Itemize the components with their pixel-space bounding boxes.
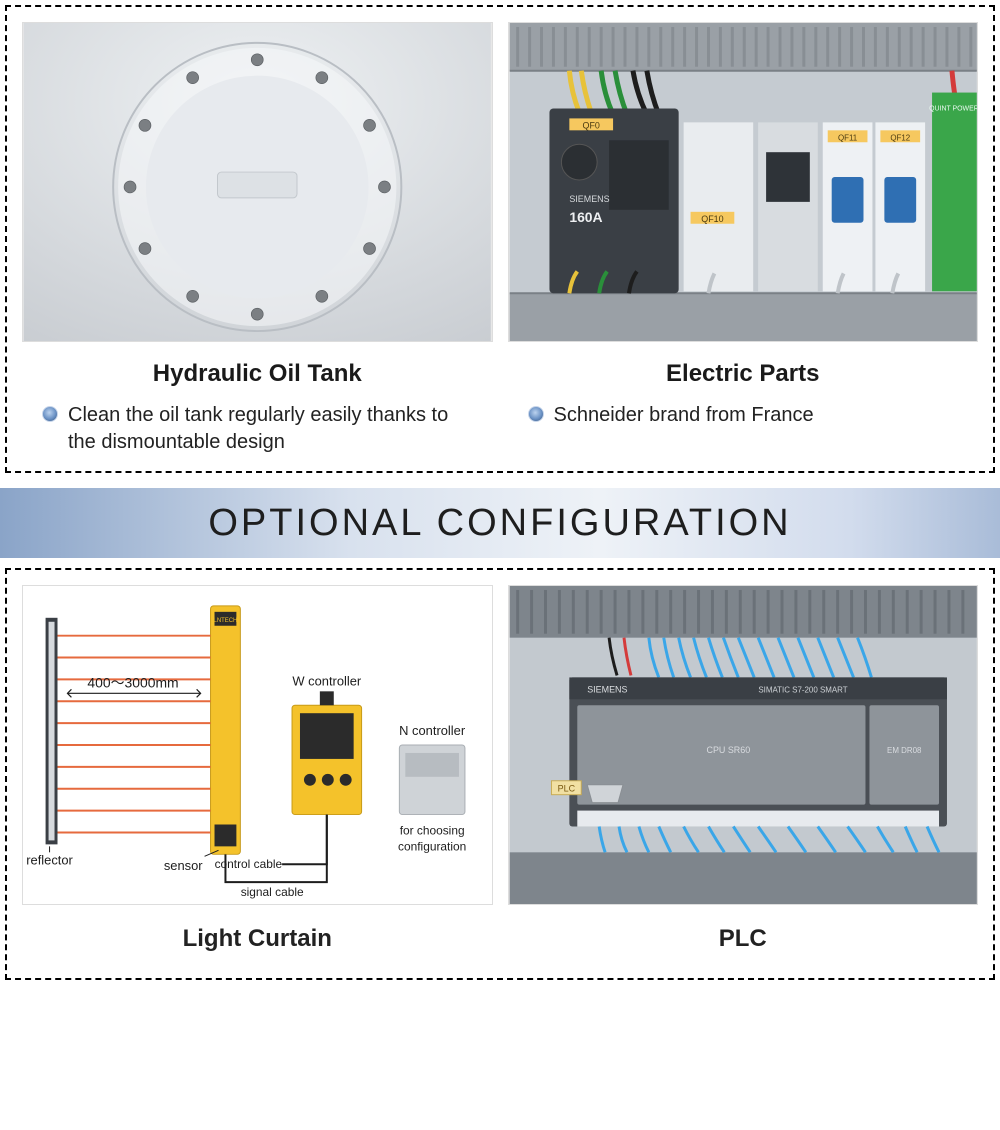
banner-text: OPTIONAL CONFIGURATION [208,502,791,545]
card-hydraulic-oil-tank: Hydraulic Oil Tank Clean the oil tank re… [22,22,493,456]
title-plc: PLC [508,925,979,953]
label-qf12: QF12 [890,133,910,142]
label-qf10: QF10 [701,214,723,224]
section-1-box: Hydraulic Oil Tank Clean the oil tank re… [5,5,995,473]
bullet-icon [42,406,58,422]
section-1-row: Hydraulic Oil Tank Clean the oil tank re… [22,22,978,456]
image-electric-parts: QF0 SIEMENS 160A QF10 QF11 [508,22,979,342]
title-light-curtain: Light Curtain [22,925,493,953]
section-2-box: LNTECH [5,568,995,980]
label-quint-power: QUINT POWER [929,105,977,112]
label-siemens-1: SIEMENS [569,194,609,204]
label-qf11: QF11 [837,133,857,142]
label-cpu: CPU SR60 [706,745,750,755]
card-plc: SIEMENS SIMATIC S7-200 SMART CPU SR60 EM… [508,585,979,963]
card-electric-parts: QF0 SIEMENS 160A QF10 QF11 [508,22,979,456]
label-range: 400～3000mm [87,674,178,690]
label-n-controller: N controller [399,723,466,738]
label-plc-tag: PLC [557,784,575,794]
label-control-cable: control cable [215,857,283,871]
label-configuration: configuration [398,839,466,853]
label-qf0: QF0 [582,120,599,130]
banner-optional-config: OPTIONAL CONFIGURATION [0,488,1000,558]
bullet-text-oil-tank: Clean the oil tank regularly easily than… [68,402,473,456]
title-oil-tank: Hydraulic Oil Tank [22,360,493,388]
label-signal-cable: signal cable [241,885,304,899]
section-2-row: LNTECH [22,585,978,963]
label-for-choosing: for choosing [400,823,465,837]
image-oil-tank [22,22,493,342]
label-sensor: sensor [164,858,203,873]
label-em: EM DR08 [887,746,922,755]
title-electric-parts: Electric Parts [508,360,979,388]
label-160a: 160A [569,209,602,225]
label-w-controller: W controller [292,673,362,688]
label-reflector: reflector [26,852,73,867]
bullet-oil-tank: Clean the oil tank regularly easily than… [22,402,493,456]
bullet-electric-parts: Schneider brand from France [508,402,979,429]
image-plc: SIEMENS SIMATIC S7-200 SMART CPU SR60 EM… [508,585,979,905]
bullet-text-electric: Schneider brand from France [554,402,814,429]
image-light-curtain: LNTECH [22,585,493,905]
svg-text:LNTECH: LNTECH [214,618,238,624]
bullet-icon [528,406,544,422]
card-light-curtain: LNTECH [22,585,493,963]
label-siemens-plc: SIEMENS [587,684,627,694]
label-simatic: SIMATIC S7-200 SMART [758,685,847,694]
